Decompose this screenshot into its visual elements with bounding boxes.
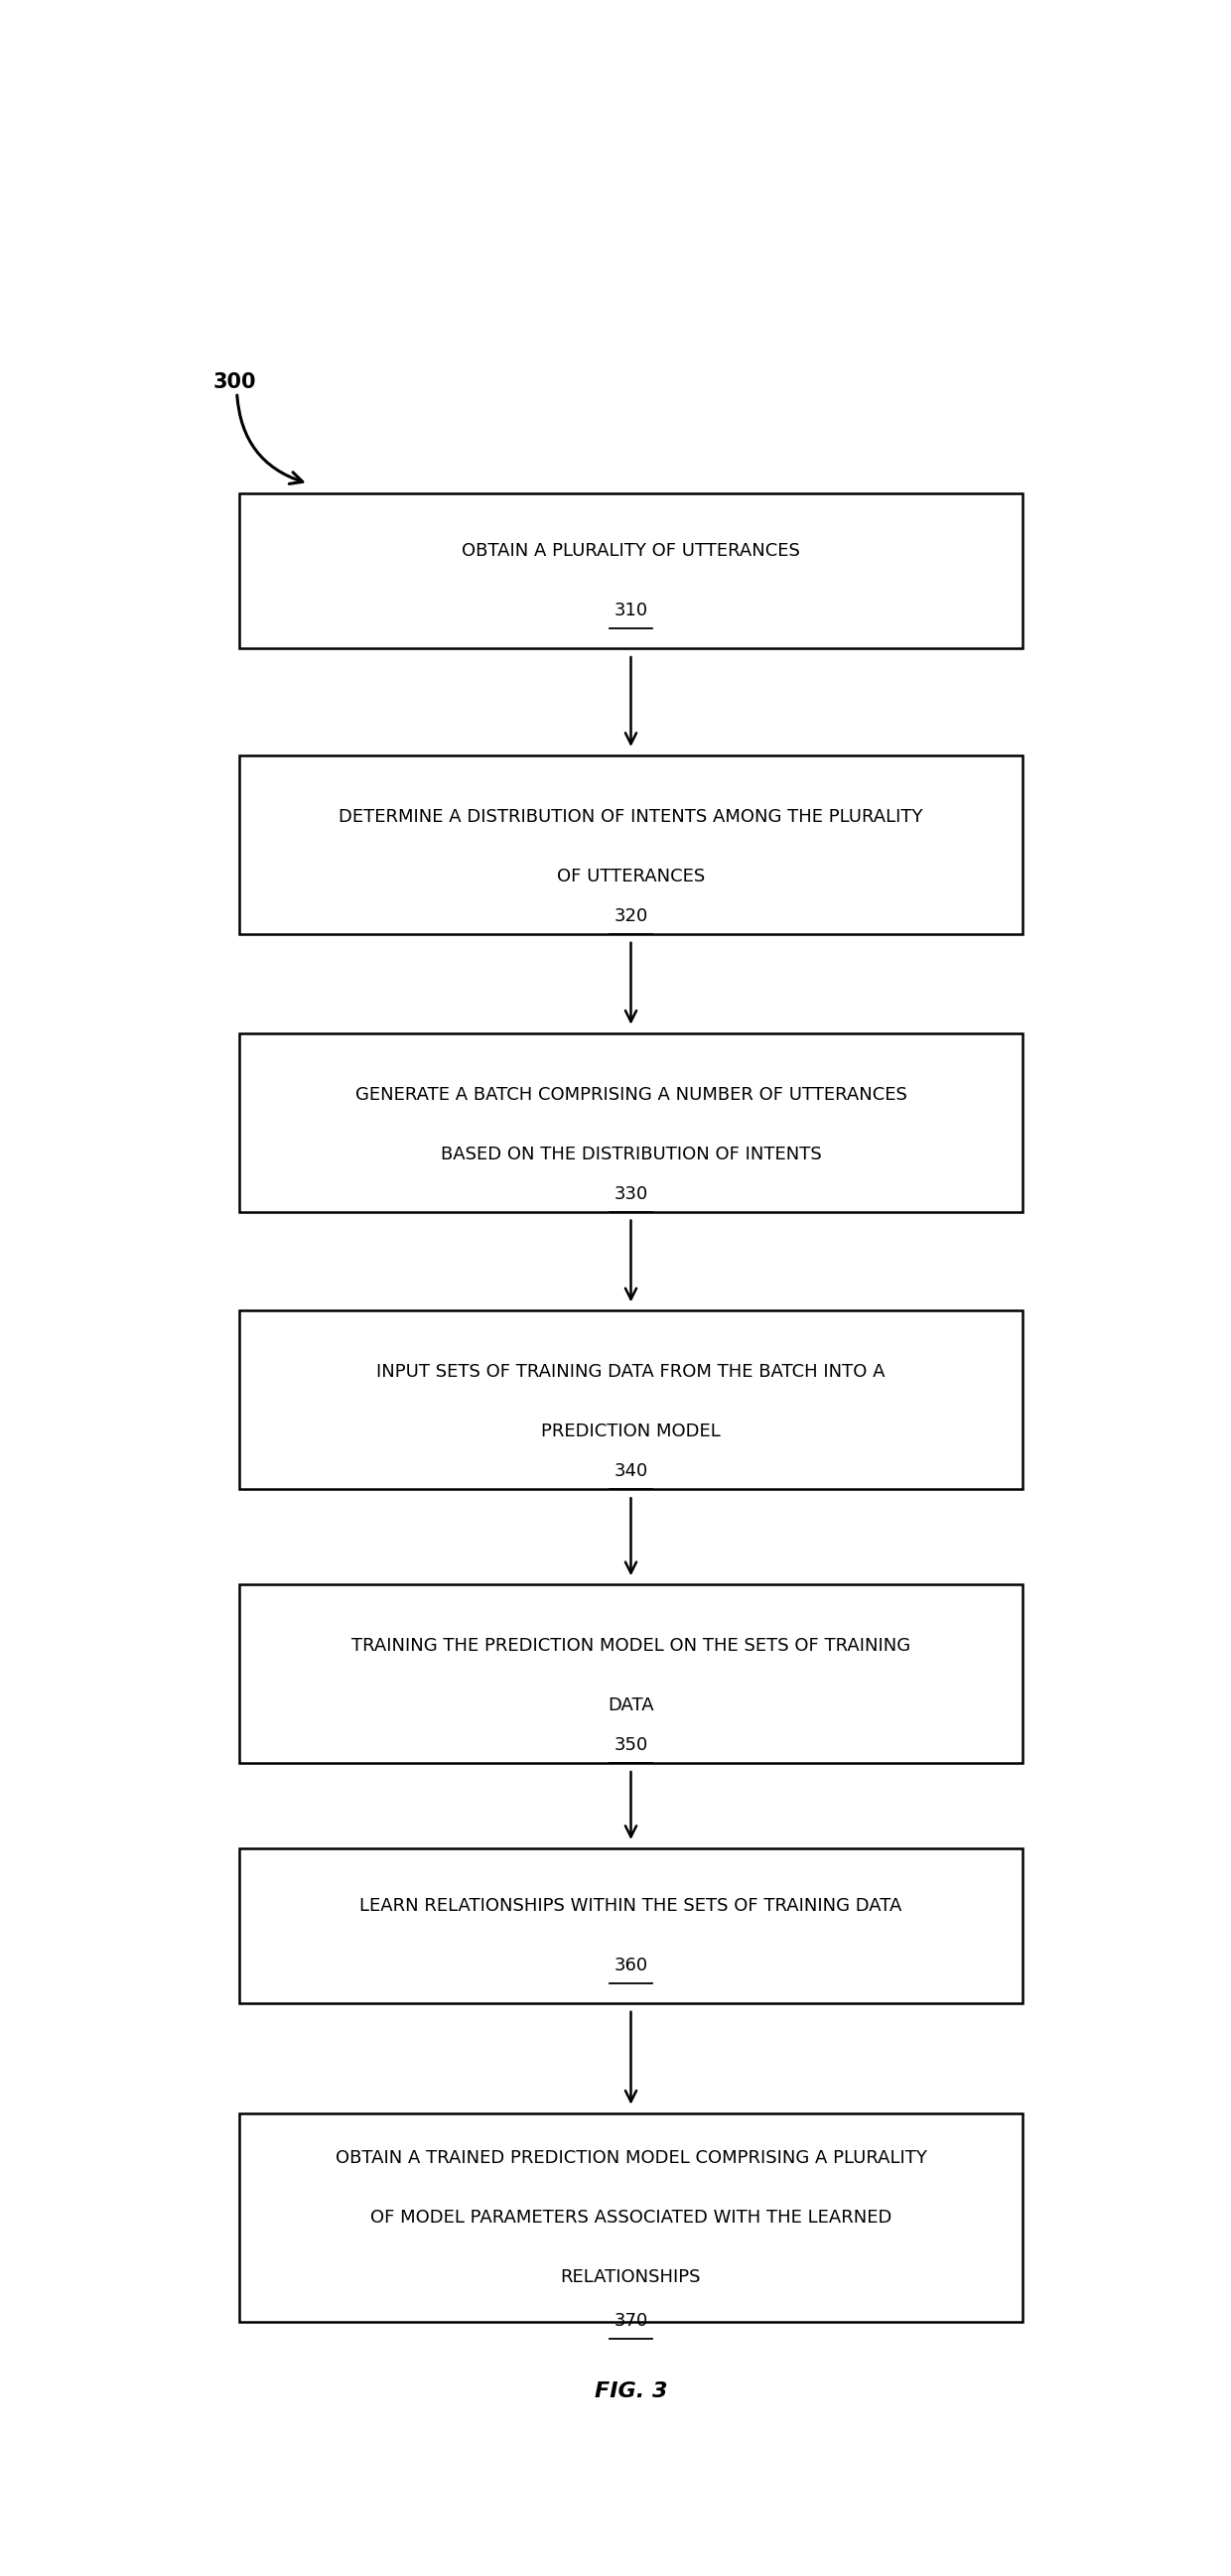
Text: LEARN RELATIONSHIPS WITHIN THE SETS OF TRAINING DATA: LEARN RELATIONSHIPS WITHIN THE SETS OF T… xyxy=(359,1896,902,1914)
FancyBboxPatch shape xyxy=(240,1850,1022,2004)
Text: DETERMINE A DISTRIBUTION OF INTENTS AMONG THE PLURALITY: DETERMINE A DISTRIBUTION OF INTENTS AMON… xyxy=(339,809,923,827)
FancyBboxPatch shape xyxy=(240,1584,1022,1762)
Text: 370: 370 xyxy=(614,2311,648,2329)
Text: 300: 300 xyxy=(213,374,256,392)
FancyBboxPatch shape xyxy=(240,755,1022,935)
FancyBboxPatch shape xyxy=(240,495,1022,649)
Text: 360: 360 xyxy=(614,1955,648,1973)
Text: OBTAIN A PLURALITY OF UTTERANCES: OBTAIN A PLURALITY OF UTTERANCES xyxy=(462,541,800,559)
Text: 310: 310 xyxy=(614,603,648,621)
Text: 320: 320 xyxy=(614,907,648,925)
Text: GENERATE A BATCH COMPRISING A NUMBER OF UTTERANCES: GENERATE A BATCH COMPRISING A NUMBER OF … xyxy=(355,1084,907,1103)
Text: 340: 340 xyxy=(614,1463,648,1481)
Text: TRAINING THE PREDICTION MODEL ON THE SETS OF TRAINING: TRAINING THE PREDICTION MODEL ON THE SET… xyxy=(351,1638,911,1654)
Text: OF MODEL PARAMETERS ASSOCIATED WITH THE LEARNED: OF MODEL PARAMETERS ASSOCIATED WITH THE … xyxy=(371,2208,891,2226)
Text: 350: 350 xyxy=(614,1736,648,1754)
Text: OBTAIN A TRAINED PREDICTION MODEL COMPRISING A PLURALITY: OBTAIN A TRAINED PREDICTION MODEL COMPRI… xyxy=(335,2148,927,2166)
Text: PREDICTION MODEL: PREDICTION MODEL xyxy=(542,1422,720,1440)
FancyBboxPatch shape xyxy=(240,1311,1022,1489)
Text: FIG. 3: FIG. 3 xyxy=(595,2383,667,2401)
FancyBboxPatch shape xyxy=(240,1033,1022,1211)
Text: RELATIONSHIPS: RELATIONSHIPS xyxy=(560,2267,702,2285)
Text: BASED ON THE DISTRIBUTION OF INTENTS: BASED ON THE DISTRIBUTION OF INTENTS xyxy=(441,1146,821,1162)
Text: DATA: DATA xyxy=(608,1698,654,1716)
Text: 330: 330 xyxy=(614,1185,648,1203)
Text: OF UTTERANCES: OF UTTERANCES xyxy=(556,868,705,886)
FancyBboxPatch shape xyxy=(240,2112,1022,2321)
Text: INPUT SETS OF TRAINING DATA FROM THE BATCH INTO A: INPUT SETS OF TRAINING DATA FROM THE BAT… xyxy=(377,1363,885,1381)
